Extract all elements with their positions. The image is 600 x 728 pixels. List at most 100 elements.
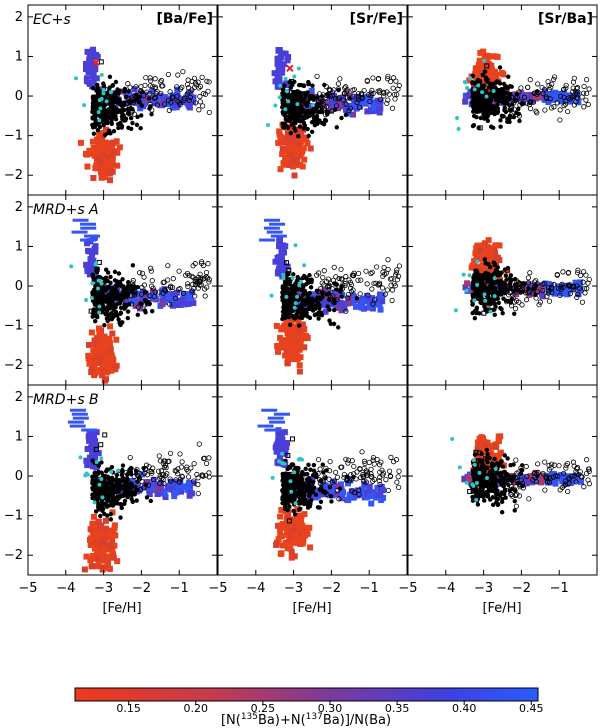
region-cell: [72, 218, 89, 222]
filled-star-point: [309, 296, 315, 301]
open-circle-point: [143, 462, 150, 468]
region-cell: [284, 134, 291, 141]
region-cell: [114, 558, 121, 565]
filled-star-point: [113, 283, 119, 288]
open-square-point: [92, 94, 98, 100]
region-cell: [278, 243, 285, 250]
open-circle-point: [365, 292, 371, 298]
filled-star-point: [117, 88, 122, 93]
open-circle-point: [161, 458, 167, 464]
open-circle-point: [359, 94, 365, 100]
region-cell: [321, 287, 328, 294]
cyan-point: [292, 74, 297, 79]
open-circle-point: [567, 291, 573, 297]
open-circle-point: [342, 282, 348, 289]
open-circle-point: [503, 299, 510, 305]
filled-star-point: [280, 316, 285, 322]
region-cell: [114, 162, 121, 169]
region-cell: [297, 339, 304, 346]
filled-star-point: [122, 501, 127, 507]
open-circle-point: [165, 263, 171, 269]
filled-star-point: [296, 315, 301, 320]
filled-star-point: [116, 125, 121, 131]
filled-star-point: [128, 115, 134, 121]
open-circle-point: [377, 97, 383, 103]
open-circle-point: [177, 286, 183, 292]
y-tick-label: 1: [15, 239, 23, 254]
open-circle-point: [188, 465, 194, 471]
region-cell: [362, 99, 369, 106]
filled-star-point: [281, 125, 287, 130]
filled-star-point: [294, 312, 299, 317]
region-cell: [373, 99, 380, 106]
cyan-point: [97, 304, 102, 309]
region-cell: [368, 108, 375, 115]
region-cell: [91, 362, 98, 369]
region-cell: [99, 139, 106, 146]
cyan-point: [462, 79, 467, 84]
open-circle-point: [147, 75, 153, 81]
open-circle-point: [507, 290, 513, 296]
filled-star-point: [478, 78, 483, 84]
region-cell: [111, 522, 118, 529]
filled-star-point: [314, 312, 319, 317]
region-cell: [98, 146, 105, 153]
region-cell: [266, 230, 283, 234]
open-circle-point: [554, 271, 560, 278]
panel-6: [407, 194, 598, 386]
open-circle-point: [517, 102, 523, 108]
open-circle-point: [152, 76, 158, 82]
cyan-point: [69, 264, 74, 269]
open-circle-point: [196, 441, 202, 447]
panel-plot-area: [265, 47, 402, 179]
region-cell: [122, 298, 129, 305]
filled-star-point: [334, 287, 340, 292]
filled-star-point: [307, 96, 312, 102]
region-cell: [359, 301, 366, 308]
region-cell: [92, 540, 99, 547]
region-cell: [288, 153, 295, 160]
open-circle-point: [127, 455, 133, 461]
region-cell: [291, 172, 298, 179]
region-cell: [126, 296, 133, 303]
open-circle-point: [195, 481, 201, 488]
region-cell: [157, 481, 164, 488]
filled-star-point: [295, 297, 301, 303]
region-cell: [364, 108, 371, 115]
red-x-marker: [286, 64, 294, 73]
open-circle-point: [130, 280, 136, 286]
open-circle-point: [575, 89, 581, 95]
open-circle-point: [127, 481, 133, 487]
region-cell: [129, 478, 136, 485]
open-circle-point: [135, 97, 141, 103]
open-square-point: [290, 296, 296, 302]
filled-star-point: [507, 119, 512, 125]
open-circle-point: [531, 285, 537, 291]
open-circle-point: [394, 91, 400, 98]
open-circle-point: [544, 95, 550, 102]
y-tick-label: 0: [15, 89, 23, 104]
filled-star-point: [116, 271, 122, 276]
open-circle-point: [370, 75, 376, 81]
y-tick-label: −2: [4, 168, 23, 183]
data-points: [69, 259, 212, 328]
filled-star-point: [301, 120, 307, 126]
cyan-point: [265, 122, 270, 127]
region-cell: [86, 271, 93, 278]
open-circle-point: [581, 285, 588, 292]
region-cell: [366, 97, 373, 104]
filled-star-point: [104, 118, 110, 124]
open-circle-point: [131, 111, 137, 117]
filled-star-point: [300, 91, 305, 97]
filled-star-point: [112, 92, 117, 97]
region-cell: [92, 437, 99, 444]
data-points: [453, 257, 592, 321]
filled-star-point: [482, 257, 487, 262]
region-cell: [278, 550, 285, 557]
open-circle-point: [203, 269, 210, 276]
open-circle-point: [338, 266, 344, 272]
filled-star-point: [115, 496, 121, 502]
region-cell: [299, 321, 306, 328]
open-circle-point: [158, 468, 164, 474]
open-circle-point: [189, 273, 195, 279]
